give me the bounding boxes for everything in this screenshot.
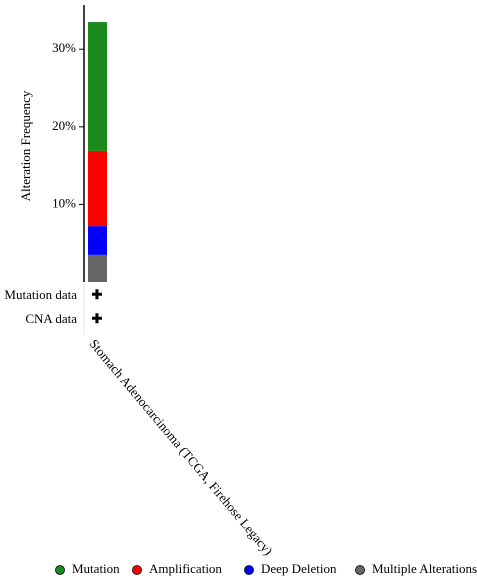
profile-label: CNA data: [25, 311, 77, 326]
bar-segment: [88, 254, 107, 282]
legend-swatch: [132, 565, 142, 575]
legend-swatch: [244, 565, 254, 575]
profile-mark: ✚: [92, 287, 103, 302]
bar-segment: [88, 22, 107, 151]
bar-segment: [88, 150, 107, 227]
legend-label: Multiple Alterations: [372, 561, 477, 576]
legend-label: Amplification: [149, 561, 222, 576]
legend-label: Deep Deletion: [261, 561, 337, 576]
profile-label: Mutation data: [4, 287, 77, 302]
y-tick-label: 10%: [52, 195, 76, 210]
legend-label: Mutation: [72, 561, 120, 576]
y-tick-label: 20%: [52, 118, 76, 133]
legend-swatch: [355, 565, 365, 575]
legend-swatch: [55, 565, 65, 575]
profile-mark: ✚: [92, 311, 103, 326]
bar-segment: [88, 226, 107, 255]
y-tick-label: 30%: [52, 40, 76, 55]
y-axis-label: Alteration Frequency: [18, 90, 33, 201]
x-tick-label: Stomach Adenocarcinoma (TCGA, Firehose L…: [86, 336, 275, 558]
